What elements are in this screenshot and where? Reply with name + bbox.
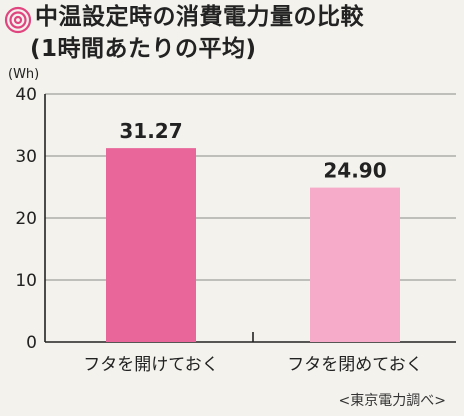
source-note: <東京電力調べ>: [338, 393, 446, 409]
y-tick-label-30: 30: [15, 147, 37, 167]
y-tick-label-40: 40: [15, 85, 37, 105]
y-tick-label-10: 10: [15, 271, 37, 291]
chart-title: 中温設定時の消費電力量の比較: [35, 4, 364, 30]
data-label-2: 24.90: [323, 159, 386, 183]
bar-1: [106, 148, 196, 342]
x-tick-label-2: フタを閉めておく: [287, 355, 423, 375]
y-tick-label-0: 0: [26, 333, 37, 353]
spiral-target-icon: [4, 6, 32, 34]
y-tick-label-20: 20: [15, 209, 37, 229]
bar-2: [310, 187, 400, 342]
y-axis-label: (Wh): [8, 67, 39, 82]
data-label-1: 31.27: [119, 119, 182, 143]
x-tick-label-1: フタを開けておく: [83, 355, 219, 375]
chart-subtitle: (1時間あたりの平均): [30, 36, 257, 62]
